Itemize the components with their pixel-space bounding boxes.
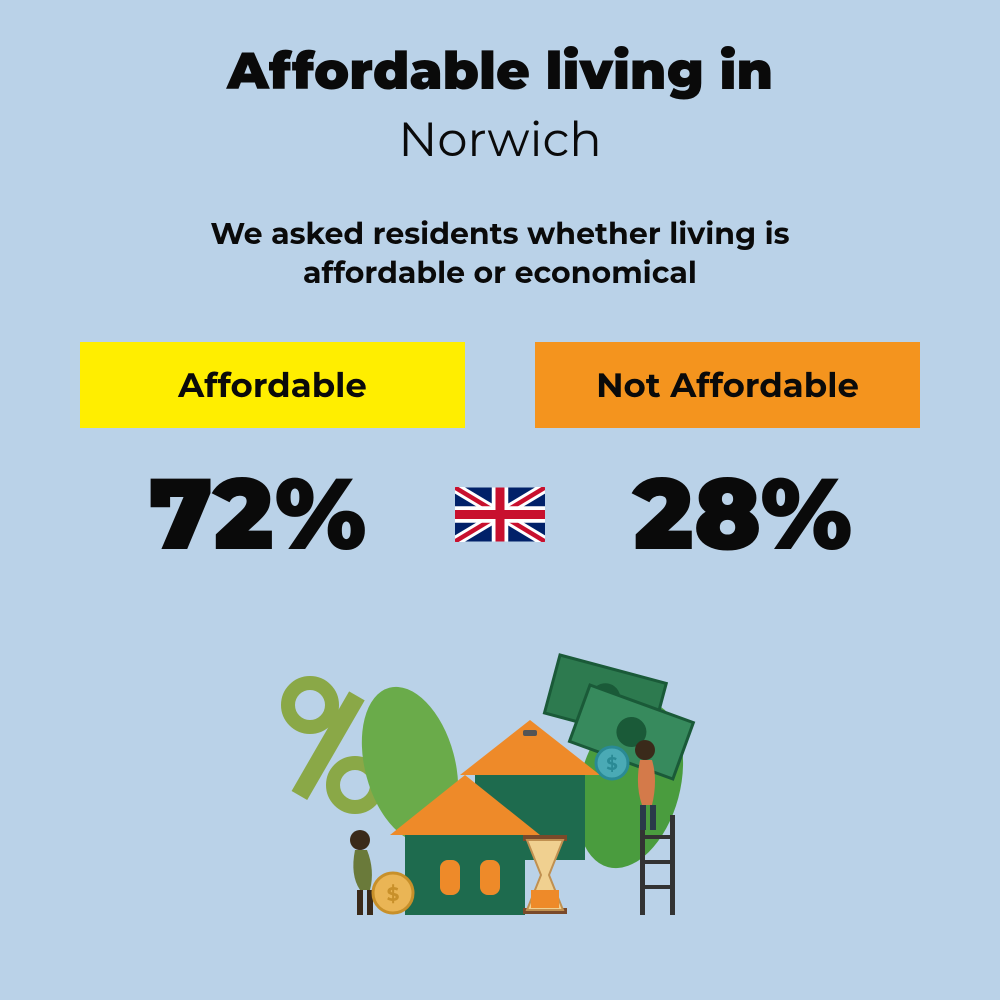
percents-row: 72% 28%	[80, 453, 920, 575]
infographic-container: Affordable living in Norwich We asked re…	[0, 0, 1000, 1000]
city-name: Norwich	[80, 111, 920, 169]
affordable-percent: 72%	[80, 453, 435, 575]
page-title: Affordable living in	[80, 40, 920, 103]
money-house-illustration: $ $	[80, 635, 920, 915]
svg-text:$: $	[387, 883, 400, 907]
uk-flag-icon	[455, 487, 545, 542]
survey-question: We asked residents whether living is aff…	[80, 214, 920, 292]
not-affordable-percent: 28%	[565, 453, 920, 575]
not-affordable-label: Not Affordable	[535, 342, 920, 428]
affordable-label: Affordable	[80, 342, 465, 428]
labels-row: Affordable Not Affordable	[80, 342, 920, 428]
svg-text:$: $	[606, 753, 617, 775]
